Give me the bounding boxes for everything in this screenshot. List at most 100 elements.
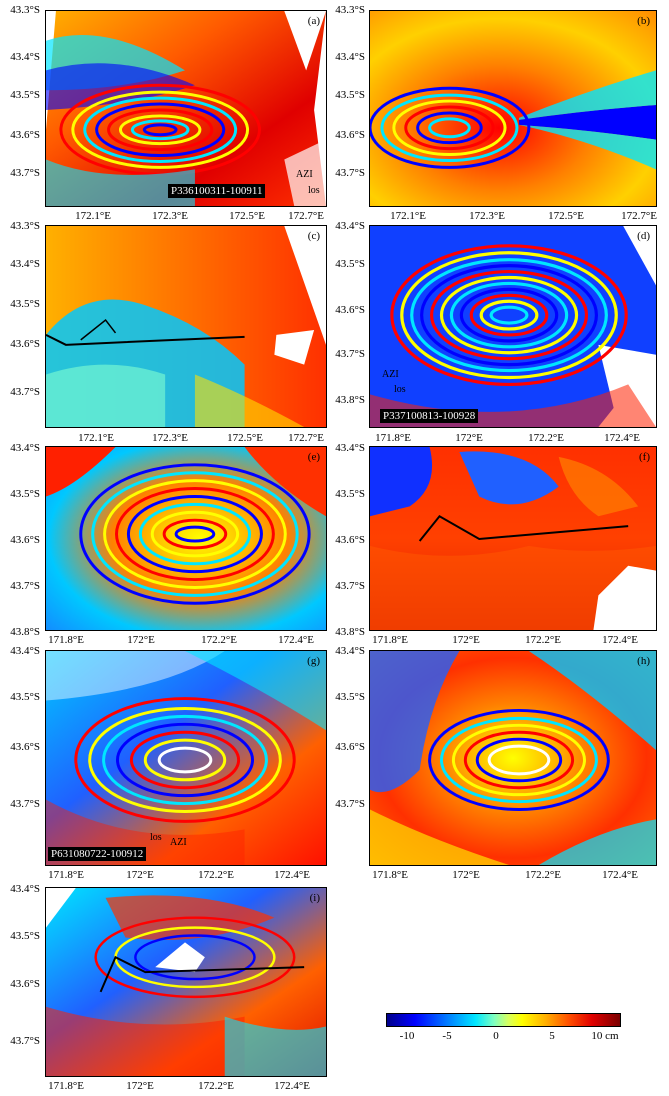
lat-tick-c-1: 43.3°S <box>10 220 40 232</box>
colorbar-tick-2: -5 <box>442 1030 452 1042</box>
interferogram-map-e: (e) <box>45 446 327 631</box>
lat-tick-e-4: 43.7°S <box>10 580 40 592</box>
lon-tick-e-1: 171.8°E <box>48 634 84 646</box>
lon-tick-a-4: 172.7°E <box>288 210 324 222</box>
panel-label-d: (d) <box>637 230 650 242</box>
interferogram-map-d: (d) P337100813-100928 AZI los <box>369 225 657 428</box>
track-id-label-g: P631080722-100912 <box>48 847 147 861</box>
lon-tick-h-1: 171.8°E <box>372 869 408 881</box>
track-id-label-a: P336100311-100911 <box>168 184 266 198</box>
panel-label-f: (f) <box>639 451 650 463</box>
lat-tick-a-1: 43.3°S <box>10 4 40 16</box>
lat-tick-f-4: 43.7°S <box>335 580 365 592</box>
lat-tick-g-3: 43.6°S <box>10 741 40 753</box>
lon-tick-a-3: 172.5°E <box>229 210 265 222</box>
azimuth-label-d: AZI <box>382 369 399 380</box>
lat-tick-i-3: 43.6°S <box>10 978 40 990</box>
interferogram-map-h: (h) <box>369 650 657 866</box>
lon-tick-d-4: 172.4°E <box>604 432 640 444</box>
panel-label-a: (a) <box>307 15 320 27</box>
lat-tick-d-1: 43.4°S <box>335 220 365 232</box>
lon-tick-f-4: 172.4°E <box>602 634 638 646</box>
lon-tick-d-3: 172.2°E <box>528 432 564 444</box>
azimuth-label-g: AZI <box>170 837 187 848</box>
interferogram-map-b: (b) <box>369 10 657 207</box>
lat-tick-d-2: 43.5°S <box>335 258 365 270</box>
lat-tick-a-3: 43.5°S <box>10 89 40 101</box>
panel-label-e: (e) <box>307 451 320 463</box>
lon-tick-e-3: 172.2°E <box>201 634 237 646</box>
lon-tick-h-3: 172.2°E <box>525 869 561 881</box>
colorbar-tick-1: -10 <box>399 1030 415 1042</box>
interferogram-image-e <box>46 447 326 630</box>
lat-tick-a-4: 43.6°S <box>10 129 40 141</box>
interferogram-map-a: (a) P336100311-100911 AZI los <box>45 10 327 207</box>
azimuth-label-a: AZI <box>296 169 313 180</box>
lat-tick-e-5: 43.8°S <box>10 626 40 638</box>
los-label-g: los <box>150 832 162 843</box>
lon-tick-d-1: 171.8°E <box>375 432 411 444</box>
lat-tick-b-1: 43.3°S <box>335 4 365 16</box>
lat-tick-c-5: 43.7°S <box>10 386 40 398</box>
colorbar-tick-5: 10 cm <box>591 1030 619 1042</box>
lat-tick-b-4: 43.6°S <box>335 129 365 141</box>
lon-tick-c-4: 172.7°E <box>288 432 324 444</box>
lat-tick-e-3: 43.6°S <box>10 534 40 546</box>
lat-tick-c-3: 43.5°S <box>10 298 40 310</box>
lat-tick-g-4: 43.7°S <box>10 798 40 810</box>
lat-tick-c-4: 43.6°S <box>10 338 40 350</box>
interferogram-map-g: (g) P631080722-100912 los AZI <box>45 650 327 866</box>
lon-tick-g-4: 172.4°E <box>274 869 310 881</box>
lon-tick-g-1: 171.8°E <box>48 869 84 881</box>
lat-tick-d-5: 43.8°S <box>335 394 365 406</box>
lat-tick-c-2: 43.4°S <box>10 258 40 270</box>
los-label-d: los <box>394 384 406 395</box>
lon-tick-b-2: 172.3°E <box>469 210 505 222</box>
panel-label-c: (c) <box>307 230 320 242</box>
lon-tick-b-3: 172.5°E <box>548 210 584 222</box>
lon-tick-e-4: 172.4°E <box>278 634 314 646</box>
lat-tick-i-2: 43.5°S <box>10 930 40 942</box>
lon-tick-h-2: 172°E <box>452 869 480 881</box>
lat-tick-h-3: 43.6°S <box>335 741 365 753</box>
interferogram-image-f <box>370 447 656 630</box>
lat-tick-i-1: 43.4°S <box>10 883 40 895</box>
lon-tick-f-2: 172°E <box>452 634 480 646</box>
lat-tick-h-4: 43.7°S <box>335 798 365 810</box>
lat-tick-g-1: 43.4°S <box>10 645 40 657</box>
lat-tick-d-3: 43.6°S <box>335 304 365 316</box>
lat-tick-g-2: 43.5°S <box>10 691 40 703</box>
lat-tick-h-2: 43.5°S <box>335 691 365 703</box>
lat-tick-h-1: 43.4°S <box>335 645 365 657</box>
interferogram-map-c: (c) <box>45 225 327 428</box>
lat-tick-i-4: 43.7°S <box>10 1035 40 1047</box>
lon-tick-g-3: 172.2°E <box>198 869 234 881</box>
lat-tick-a-5: 43.7°S <box>10 167 40 179</box>
lon-tick-c-1: 172.1°E <box>78 432 114 444</box>
lon-tick-g-2: 172°E <box>126 869 154 881</box>
lat-tick-a-2: 43.4°S <box>10 51 40 63</box>
lon-tick-f-3: 172.2°E <box>525 634 561 646</box>
lon-tick-e-2: 172°E <box>127 634 155 646</box>
lon-tick-h-4: 172.4°E <box>602 869 638 881</box>
colorbar <box>386 1013 621 1027</box>
interferogram-image-i <box>46 888 326 1076</box>
lat-tick-f-3: 43.6°S <box>335 534 365 546</box>
lon-tick-c-3: 172.5°E <box>227 432 263 444</box>
lon-tick-a-2: 172.3°E <box>152 210 188 222</box>
lon-tick-a-1: 172.1°E <box>75 210 111 222</box>
lat-tick-b-5: 43.7°S <box>335 167 365 179</box>
lat-tick-d-4: 43.7°S <box>335 348 365 360</box>
lat-tick-e-2: 43.5°S <box>10 488 40 500</box>
interferogram-map-f: (f) <box>369 446 657 631</box>
lat-tick-b-3: 43.5°S <box>335 89 365 101</box>
lon-tick-i-4: 172.4°E <box>274 1080 310 1092</box>
colorbar-tick-3: 0 <box>493 1030 499 1042</box>
panel-label-i: (i) <box>309 892 320 904</box>
lon-tick-d-2: 172°E <box>455 432 483 444</box>
interferogram-image-d <box>370 226 656 427</box>
lon-tick-i-1: 171.8°E <box>48 1080 84 1092</box>
interferogram-image-h <box>370 651 656 865</box>
interferogram-image-b <box>370 11 656 206</box>
interferogram-image-c <box>46 226 326 427</box>
